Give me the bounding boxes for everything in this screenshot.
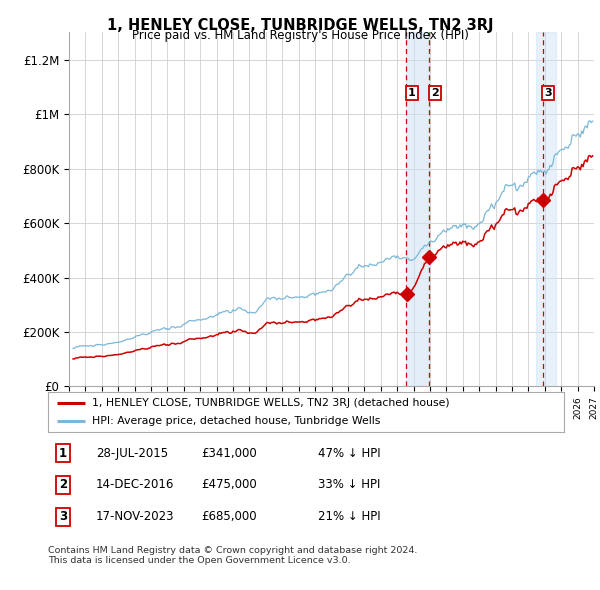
- Text: 2: 2: [59, 478, 67, 491]
- Text: 47% ↓ HPI: 47% ↓ HPI: [318, 447, 380, 460]
- Text: 28-JUL-2015: 28-JUL-2015: [96, 447, 168, 460]
- Text: 1, HENLEY CLOSE, TUNBRIDGE WELLS, TN2 3RJ: 1, HENLEY CLOSE, TUNBRIDGE WELLS, TN2 3R…: [107, 18, 493, 32]
- Text: Price paid vs. HM Land Registry's House Price Index (HPI): Price paid vs. HM Land Registry's House …: [131, 30, 469, 42]
- Text: £685,000: £685,000: [201, 510, 257, 523]
- Bar: [406, 32, 429, 386]
- Text: Contains HM Land Registry data © Crown copyright and database right 2024.
This d: Contains HM Land Registry data © Crown c…: [48, 546, 418, 565]
- Text: 1: 1: [59, 447, 67, 460]
- Text: 3: 3: [59, 510, 67, 523]
- Text: 1: 1: [408, 88, 416, 97]
- Text: 2: 2: [431, 88, 439, 97]
- Text: 21% ↓ HPI: 21% ↓ HPI: [318, 510, 380, 523]
- Text: HPI: Average price, detached house, Tunbridge Wells: HPI: Average price, detached house, Tunb…: [92, 416, 380, 426]
- Text: £341,000: £341,000: [201, 447, 257, 460]
- Bar: [536, 32, 556, 386]
- Text: 1, HENLEY CLOSE, TUNBRIDGE WELLS, TN2 3RJ (detached house): 1, HENLEY CLOSE, TUNBRIDGE WELLS, TN2 3R…: [92, 398, 449, 408]
- Text: 3: 3: [544, 88, 552, 97]
- Text: £475,000: £475,000: [201, 478, 257, 491]
- Text: 14-DEC-2016: 14-DEC-2016: [96, 478, 175, 491]
- Text: 17-NOV-2023: 17-NOV-2023: [96, 510, 175, 523]
- Text: 33% ↓ HPI: 33% ↓ HPI: [318, 478, 380, 491]
